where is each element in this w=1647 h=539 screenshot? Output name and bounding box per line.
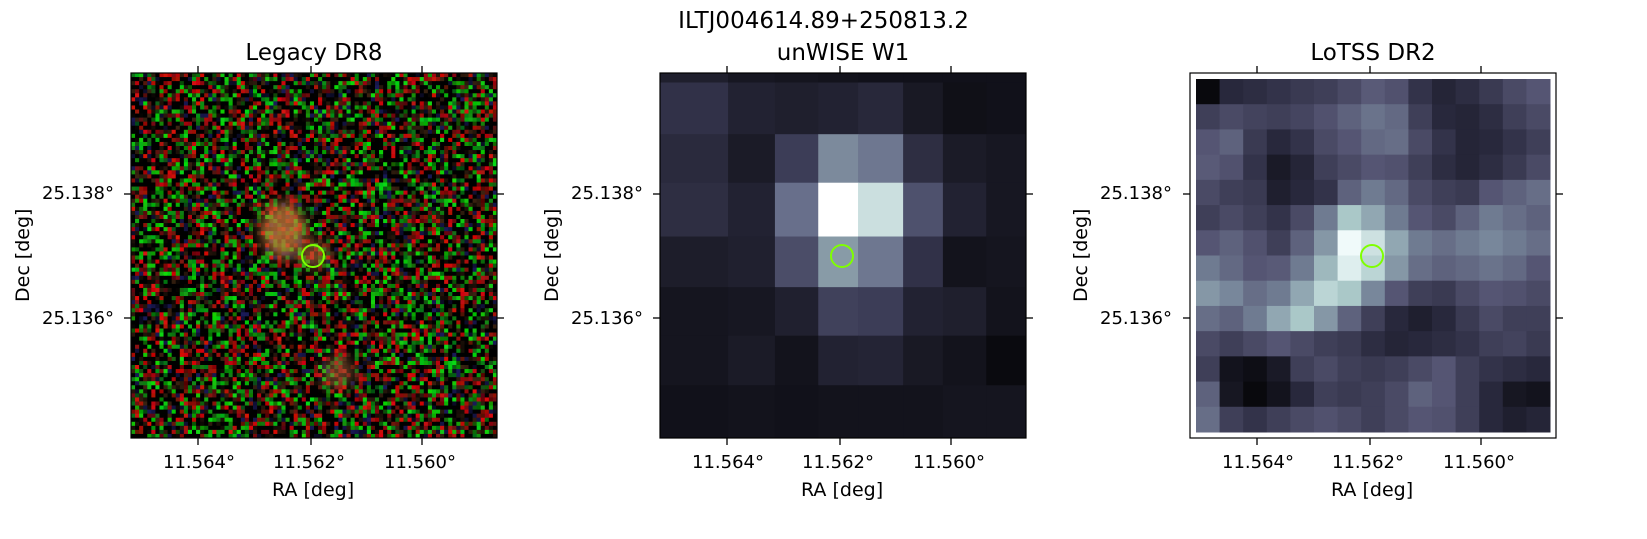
panel-title-unwise: unWISE W1	[776, 40, 910, 66]
axis-ticks	[124, 66, 1563, 445]
lotss-ytick-0: 25.138°	[1100, 183, 1172, 204]
panel-title-lotss: LoTSS DR2	[1310, 40, 1436, 66]
lotss-xtick-1: 11.562°	[1332, 452, 1404, 473]
legacy-ytick-1: 25.136°	[42, 308, 114, 329]
unwise-image	[660, 73, 1027, 439]
lotss-xlabel: RA [deg]	[1331, 479, 1414, 501]
lotss-ylabel: Dec [deg]	[1070, 208, 1092, 302]
unwise-xlabel: RA [deg]	[801, 479, 884, 501]
lotss-ytick-1: 25.136°	[1100, 308, 1172, 329]
unwise-xtick-0: 11.564°	[692, 452, 764, 473]
legacy-xtick-2: 11.560°	[384, 452, 456, 473]
lotss-image	[1190, 73, 1556, 438]
lotss-xtick-2: 11.560°	[1443, 452, 1515, 473]
lotss-xtick-0: 11.564°	[1222, 452, 1294, 473]
lotss-axes-frame	[1189, 72, 1557, 439]
legacy-xlabel: RA [deg]	[272, 479, 355, 501]
unwise-axes-frame	[659, 72, 1027, 439]
legacy-ylabel: Dec [deg]	[12, 208, 34, 302]
legacy-axes-frame	[130, 72, 498, 439]
legacy-xtick-0: 11.564°	[163, 452, 235, 473]
unwise-ylabel: Dec [deg]	[541, 208, 563, 302]
legacy-source-marker	[301, 244, 325, 268]
panel-title-legacy: Legacy DR8	[245, 40, 383, 66]
unwise-ytick-1: 25.136°	[571, 308, 643, 329]
legacy-ytick-0: 25.138°	[42, 183, 114, 204]
unwise-xtick-2: 11.560°	[913, 452, 985, 473]
figure-title: ILTJ004614.89+250813.2	[678, 8, 969, 34]
unwise-ytick-0: 25.138°	[571, 183, 643, 204]
legacy-xtick-1: 11.562°	[273, 452, 345, 473]
lotss-source-marker	[1360, 244, 1384, 268]
legacy-image	[131, 73, 498, 439]
unwise-xtick-1: 11.562°	[802, 452, 874, 473]
unwise-source-marker	[830, 244, 854, 268]
